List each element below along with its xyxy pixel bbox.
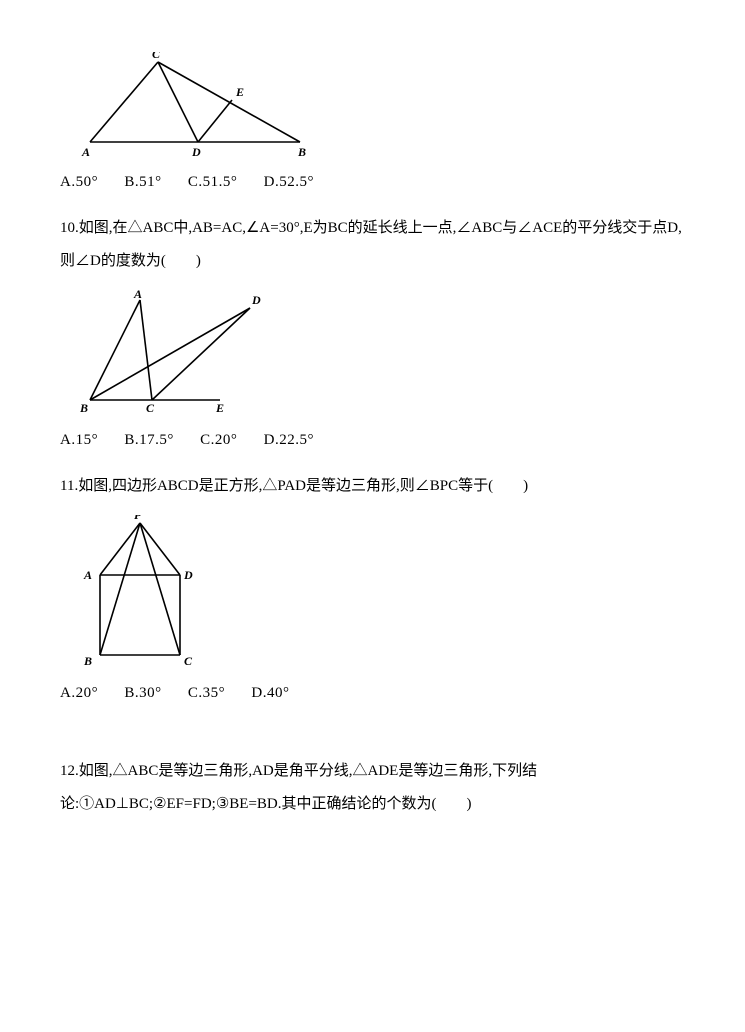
svg-text:P: P	[134, 515, 142, 522]
q10-option-b: B.17.5°	[124, 432, 174, 448]
svg-text:E: E	[235, 85, 244, 99]
svg-text:D: D	[183, 568, 193, 582]
q10-text: 10.如图,在△ABC中,AB=AC,∠A=30°,E为BC的延长线上一点,∠A…	[60, 212, 685, 278]
q10-svg: A B C D E	[80, 290, 280, 420]
svg-text:C: C	[146, 401, 155, 415]
q11-svg: A D B C P	[80, 515, 210, 673]
q9-option-a: A.50°	[60, 174, 98, 190]
q10-option-d: D.22.5°	[264, 432, 314, 448]
q10-option-c: C.20°	[200, 432, 237, 448]
q10-options: A.15° B.17.5° C.20° D.22.5°	[60, 428, 685, 452]
svg-text:A: A	[81, 145, 90, 159]
svg-text:D: D	[251, 293, 261, 307]
svg-text:A: A	[83, 568, 92, 582]
q11-option-c: C.35°	[188, 685, 225, 701]
svg-text:D: D	[191, 145, 201, 159]
q11-option-d: D.40°	[251, 685, 289, 701]
svg-text:C: C	[152, 52, 161, 61]
q10-figure: A B C D E	[80, 290, 685, 420]
q10-option-a: A.15°	[60, 432, 98, 448]
q11-option-a: A.20°	[60, 685, 98, 701]
svg-text:B: B	[80, 401, 88, 415]
q9-option-c: C.51.5°	[188, 174, 238, 190]
q9-option-d: D.52.5°	[264, 174, 314, 190]
q11-text: 11.如图,四边形ABCD是正方形,△PAD是等边三角形,则∠BPC等于( )	[60, 470, 685, 503]
q11-figure: A D B C P	[80, 515, 685, 673]
svg-text:B: B	[83, 654, 92, 668]
svg-text:C: C	[184, 654, 193, 668]
q11-options: A.20° B.30° C.35° D.40°	[60, 681, 685, 705]
q11-option-b: B.30°	[124, 685, 161, 701]
q9-options: A.50° B.51° C.51.5° D.52.5°	[60, 170, 685, 194]
svg-text:A: A	[133, 290, 142, 301]
q9-figure: A B C D E	[80, 52, 685, 162]
svg-text:B: B	[297, 145, 306, 159]
q9-svg: A B C D E	[80, 52, 320, 162]
svg-text:E: E	[215, 401, 224, 415]
q9-option-b: B.51°	[124, 174, 161, 190]
q12-text: 12.如图,△ABC是等边三角形,AD是角平分线,△ADE是等边三角形,下列结论…	[60, 755, 685, 821]
